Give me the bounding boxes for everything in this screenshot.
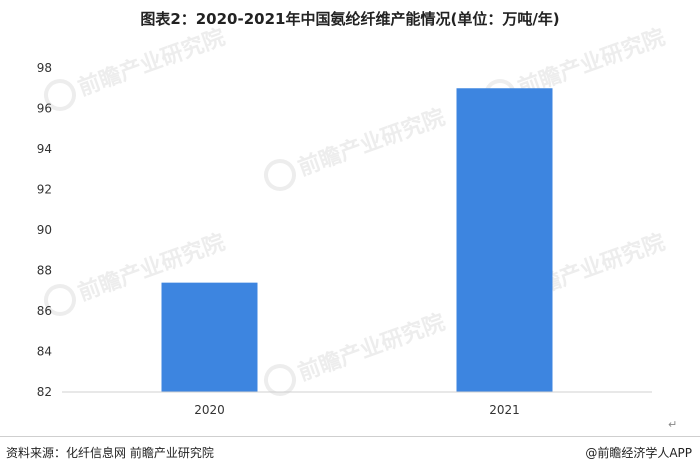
qianzhan-logo-icon — [264, 159, 296, 191]
y-tick-label: 88 — [37, 264, 52, 278]
bar-2021 — [456, 88, 553, 392]
y-tick-label: 98 — [37, 61, 52, 75]
qianzhan-logo-icon — [264, 364, 296, 396]
y-axis: 82 84 86 88 90 92 94 96 98 — [37, 61, 52, 399]
bars — [161, 88, 553, 392]
y-tick-label: 82 — [37, 385, 52, 399]
chart-title: 图表2：2020-2021年中国氨纶纤维产能情况(单位：万吨/年) — [140, 10, 560, 28]
qianzhan-logo-icon — [44, 79, 76, 111]
watermark-text: 前瞻产业研究院 — [75, 24, 229, 101]
qianzhan-logo-icon — [44, 284, 76, 316]
return-mark: ↵ — [668, 418, 678, 431]
y-tick-label: 84 — [37, 345, 52, 359]
y-tick-label: 96 — [37, 102, 52, 116]
credit-note: @前瞻经济学人APP — [585, 446, 692, 460]
watermark-text: 前瞻产业研究院 — [295, 104, 449, 181]
y-tick-label: 94 — [37, 142, 52, 156]
watermark-text: 前瞻产业研究院 — [295, 309, 449, 386]
bar-2020 — [161, 282, 258, 392]
x-axis: 2020 2021 — [194, 403, 520, 417]
y-tick-label: 86 — [37, 304, 52, 318]
y-tick-label: 90 — [37, 223, 52, 237]
watermark-layer: 前瞻产业研究院前瞻产业研究院前瞻产业研究院前瞻产业研究院前瞻产业研究院前瞻产业研… — [44, 24, 668, 396]
x-tick-label: 2020 — [194, 403, 225, 417]
watermark: 前瞻产业研究院 — [264, 104, 449, 191]
source-note: 资料来源：化纤信息网 前瞻产业研究院 — [6, 446, 214, 460]
y-tick-label: 92 — [37, 183, 52, 197]
x-tick-label: 2021 — [489, 403, 520, 417]
watermark: 前瞻产业研究院 — [264, 309, 449, 396]
footer-separator — [0, 436, 700, 437]
watermark: 前瞻产业研究院 — [44, 24, 229, 111]
